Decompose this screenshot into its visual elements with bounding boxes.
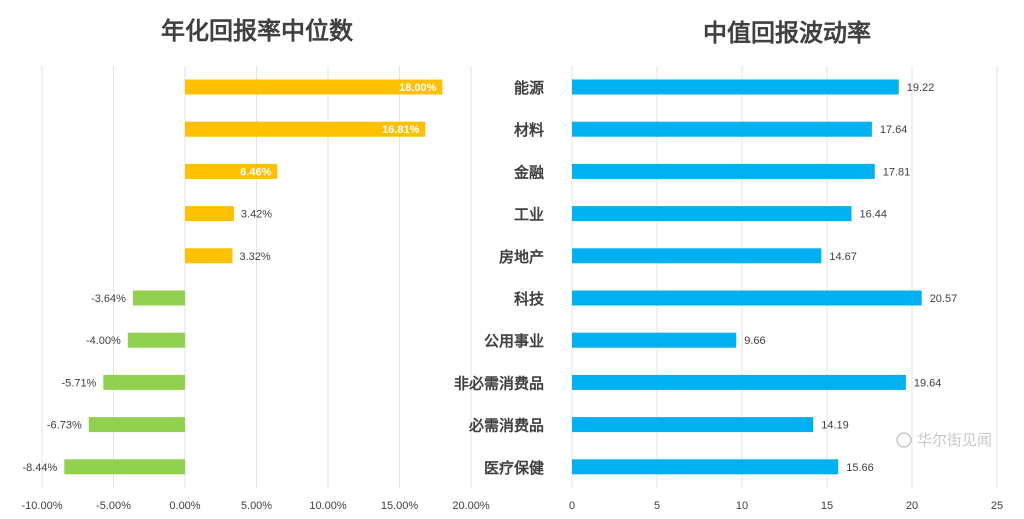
- left-bar: [64, 459, 185, 475]
- left-data-labels: 18.00% 16.81% 6.46% 3.42% 3.32% -3.64% -4.00% -…: [22, 82, 436, 474]
- right-bar: [572, 459, 839, 475]
- left-bar: [132, 290, 185, 306]
- left-x-tick-label: -5.00%: [96, 500, 131, 512]
- left-data-label: 18.00%: [399, 82, 437, 94]
- left-bar: [88, 417, 185, 433]
- right-data-label: 14.67: [829, 251, 857, 263]
- watermark: 华尔街见闻: [896, 431, 992, 449]
- left-data-label: 3.42%: [241, 209, 272, 221]
- left-data-label: -5.71%: [61, 377, 96, 389]
- right-bar: [572, 248, 822, 264]
- right-category-label: 工业: [514, 206, 544, 224]
- watermark-logo-icon: [896, 432, 912, 448]
- left-bar: [185, 248, 233, 264]
- right-x-tick-label: 20: [906, 500, 918, 512]
- left-bar: [185, 206, 234, 222]
- right-data-label: 17.81: [883, 166, 911, 178]
- right-bar: [572, 374, 906, 390]
- right-x-tick-label: 0: [569, 500, 575, 512]
- left-bar: [185, 163, 278, 179]
- right-data-label: 14.19: [821, 420, 849, 432]
- left-x-tick-label: 15.00%: [381, 500, 419, 512]
- right-data-labels: 19.22 17.64 17.81 16.44 14.67 20.57 9.66 19.64 1…: [744, 82, 957, 474]
- right-category-label: 非必需消费品: [454, 374, 544, 392]
- left-data-label: 16.81%: [382, 124, 420, 136]
- left-data-label: 3.32%: [239, 251, 270, 263]
- right-category-label: 金融: [513, 163, 544, 181]
- right-data-label: 17.64: [880, 124, 908, 136]
- right-category-label: 科技: [514, 290, 545, 308]
- left-x-tick-label: 5.00%: [241, 500, 272, 512]
- right-x-tick-label: 15: [821, 500, 833, 512]
- right-chart-return-volatility: 中值回报波动率 19.22 17.64 17.81 16.44 14.67 20.57 9.…: [454, 19, 1003, 512]
- left-x-tick-label: 0.00%: [169, 500, 200, 512]
- right-category-label: 公用事业: [484, 332, 544, 350]
- left-x-tick-label: 10.00%: [309, 500, 347, 512]
- left-data-label: -4.00%: [86, 335, 121, 347]
- right-data-label: 19.22: [907, 82, 935, 94]
- right-chart-title: 中值回报波动率: [703, 19, 871, 47]
- right-category-label: 房地产: [499, 248, 544, 266]
- left-data-label: -6.73%: [47, 420, 82, 432]
- right-x-tick-labels: 0 5 10 15 20 25: [569, 500, 1003, 512]
- right-data-label: 20.57: [930, 293, 958, 305]
- left-x-tick-label: -10.00%: [22, 500, 63, 512]
- right-category-label: 材料: [514, 121, 544, 139]
- right-category-label: 医疗保健: [484, 459, 544, 477]
- left-chart-title: 年化回报率中位数: [161, 17, 354, 45]
- left-data-label: 6.46%: [240, 166, 271, 178]
- right-x-tick-label: 10: [736, 500, 748, 512]
- left-x-tick-label: 20.00%: [452, 500, 490, 512]
- left-bar: [103, 374, 185, 390]
- right-bar: [572, 121, 872, 137]
- right-data-label: 9.66: [744, 335, 765, 347]
- right-x-tick-label: 25: [991, 500, 1003, 512]
- right-bar: [572, 332, 737, 348]
- right-category-label: 能源: [514, 79, 544, 97]
- right-bar: [572, 79, 899, 95]
- left-bar: [185, 121, 426, 137]
- left-bar: [127, 332, 185, 348]
- left-chart-annualized-return: 年化回报率中位数 18.00% 16.81% 6.46% 3.42% 3.32% -3.6…: [22, 17, 490, 512]
- right-bar: [572, 417, 814, 433]
- left-data-label: -3.64%: [91, 293, 126, 305]
- right-category-label: 必需消费品: [468, 417, 544, 435]
- right-bar: [572, 290, 922, 306]
- right-data-label: 19.64: [914, 377, 942, 389]
- right-x-tick-label: 5: [654, 500, 660, 512]
- left-bar: [185, 79, 443, 95]
- watermark-text: 华尔街见闻: [917, 431, 992, 449]
- right-bar: [572, 163, 875, 179]
- right-bar: [572, 206, 852, 222]
- right-data-label: 15.66: [846, 462, 874, 474]
- left-bars: [64, 79, 443, 475]
- right-bars: [572, 79, 922, 475]
- right-data-label: 16.44: [859, 209, 887, 221]
- left-data-label: -8.44%: [22, 462, 57, 474]
- left-x-tick-labels: -10.00% -5.00% 0.00% 5.00% 10.00% 15.00% 20.00…: [22, 500, 490, 512]
